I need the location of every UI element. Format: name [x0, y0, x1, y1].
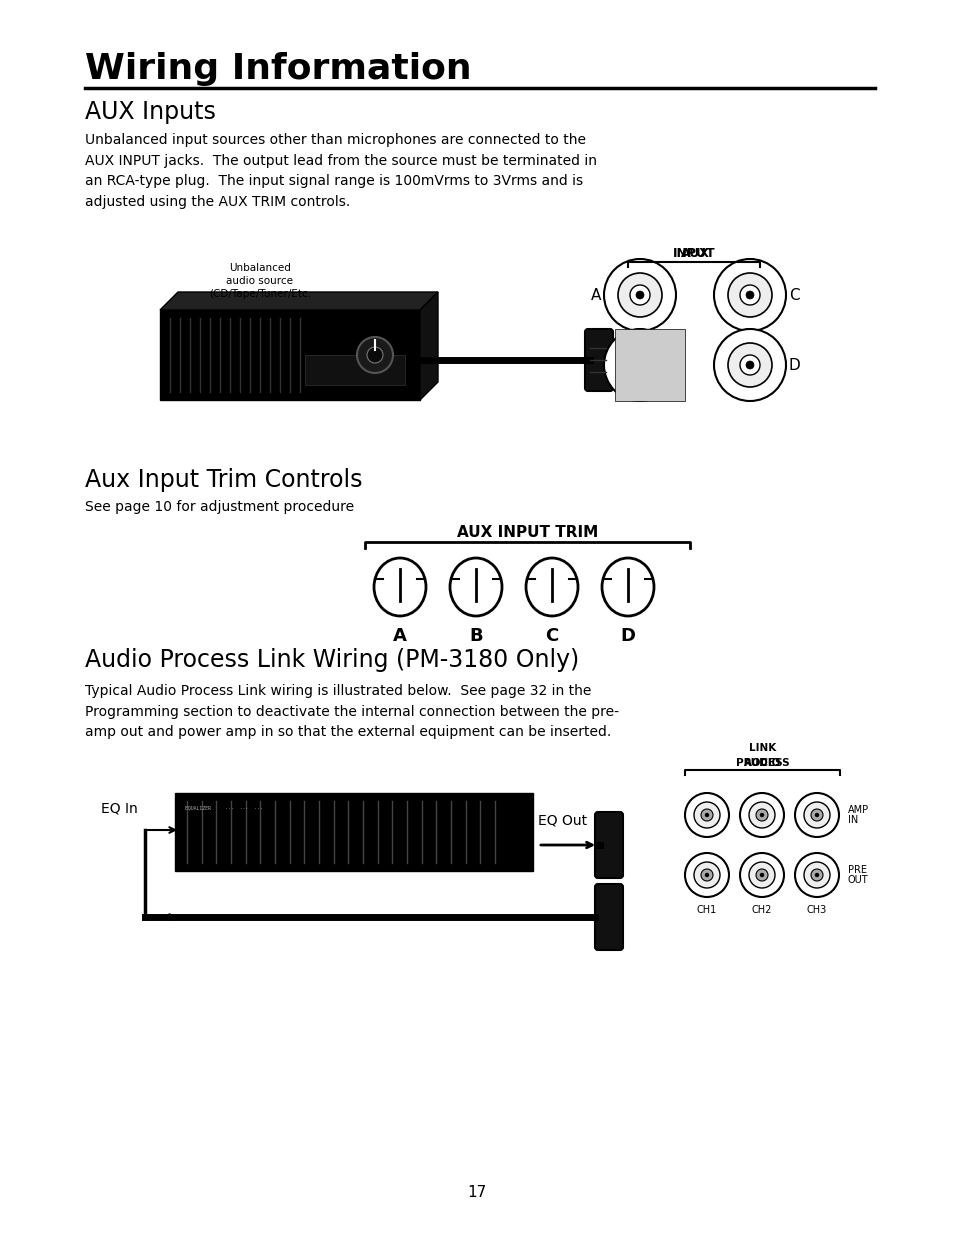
Text: D: D [787, 357, 799, 373]
Text: AMP
IN: AMP IN [847, 804, 868, 825]
Text: Wiring Information: Wiring Information [85, 52, 471, 86]
Circle shape [684, 853, 728, 897]
Circle shape [794, 853, 838, 897]
Circle shape [713, 259, 785, 331]
Circle shape [740, 354, 760, 375]
Text: CH1: CH1 [696, 905, 717, 915]
Circle shape [700, 809, 712, 821]
Circle shape [745, 291, 753, 299]
Circle shape [794, 793, 838, 837]
Circle shape [755, 809, 767, 821]
Circle shape [618, 273, 661, 317]
Text: Audio Process Link Wiring (PM-3180 Only): Audio Process Link Wiring (PM-3180 Only) [85, 648, 578, 672]
Circle shape [713, 329, 785, 401]
FancyBboxPatch shape [584, 329, 613, 391]
Circle shape [814, 873, 818, 877]
Text: C: C [788, 288, 799, 303]
Text: A: A [590, 288, 600, 303]
Circle shape [740, 793, 783, 837]
Ellipse shape [450, 558, 501, 616]
Circle shape [356, 337, 393, 373]
Bar [160, 310, 419, 400]
Circle shape [618, 343, 661, 387]
FancyBboxPatch shape [595, 811, 622, 878]
Text: Aux Input Trim Controls: Aux Input Trim Controls [85, 468, 362, 492]
Text: AUX: AUX [679, 247, 709, 261]
Circle shape [803, 862, 829, 888]
Circle shape [745, 361, 753, 369]
Text: See page 10 for adjustment procedure: See page 10 for adjustment procedure [85, 500, 354, 514]
Text: Typical Audio Process Link wiring is illustrated below.  See page 32 in the
Prog: Typical Audio Process Link wiring is ill… [85, 684, 618, 740]
Text: EQUALIZER     ···  ···  ···: EQUALIZER ··· ··· ··· [185, 805, 262, 810]
Circle shape [629, 354, 649, 375]
Text: Unbalanced input sources other than microphones are connected to the
AUX INPUT j: Unbalanced input sources other than micr… [85, 133, 597, 209]
Circle shape [760, 873, 763, 877]
Circle shape [727, 343, 771, 387]
Polygon shape [160, 291, 437, 310]
Circle shape [367, 347, 382, 363]
Text: C: C [545, 627, 558, 645]
Ellipse shape [601, 558, 654, 616]
Circle shape [810, 869, 822, 881]
FancyBboxPatch shape [595, 884, 622, 950]
Circle shape [740, 853, 783, 897]
Circle shape [693, 862, 720, 888]
Text: AUX Inputs: AUX Inputs [85, 100, 215, 124]
Circle shape [636, 291, 643, 299]
Bar [174, 793, 533, 871]
Circle shape [740, 285, 760, 305]
Text: A: A [393, 627, 407, 645]
Polygon shape [419, 291, 437, 400]
Text: 17: 17 [467, 1186, 486, 1200]
Text: B: B [469, 627, 482, 645]
Circle shape [700, 869, 712, 881]
Circle shape [755, 869, 767, 881]
Ellipse shape [525, 558, 578, 616]
Circle shape [704, 873, 708, 877]
Circle shape [684, 793, 728, 837]
Text: AUDIO: AUDIO [743, 758, 781, 768]
Circle shape [629, 285, 649, 305]
Text: PRE
OUT: PRE OUT [847, 864, 868, 885]
Circle shape [814, 813, 818, 818]
Circle shape [693, 802, 720, 827]
Text: Unbalanced
audio source
(CD/Tape/Tuner/Etc.: Unbalanced audio source (CD/Tape/Tuner/E… [209, 263, 311, 299]
Circle shape [760, 813, 763, 818]
Text: CH2: CH2 [751, 905, 771, 915]
Text: EQ Out: EQ Out [537, 814, 587, 827]
Circle shape [704, 813, 708, 818]
Bar [615, 329, 684, 401]
Circle shape [803, 802, 829, 827]
Text: LINK: LINK [748, 743, 776, 753]
Text: EQ In: EQ In [101, 802, 138, 815]
Bar [305, 354, 405, 385]
Circle shape [748, 802, 774, 827]
Text: PROCESS: PROCESS [735, 758, 788, 768]
Text: INPUT: INPUT [672, 247, 715, 261]
Circle shape [727, 273, 771, 317]
Ellipse shape [374, 558, 426, 616]
Text: AUX INPUT TRIM: AUX INPUT TRIM [456, 525, 598, 540]
Circle shape [636, 361, 643, 369]
Circle shape [603, 329, 676, 401]
Circle shape [603, 259, 676, 331]
Text: D: D [619, 627, 635, 645]
Circle shape [748, 862, 774, 888]
Circle shape [810, 809, 822, 821]
Text: CH3: CH3 [806, 905, 826, 915]
